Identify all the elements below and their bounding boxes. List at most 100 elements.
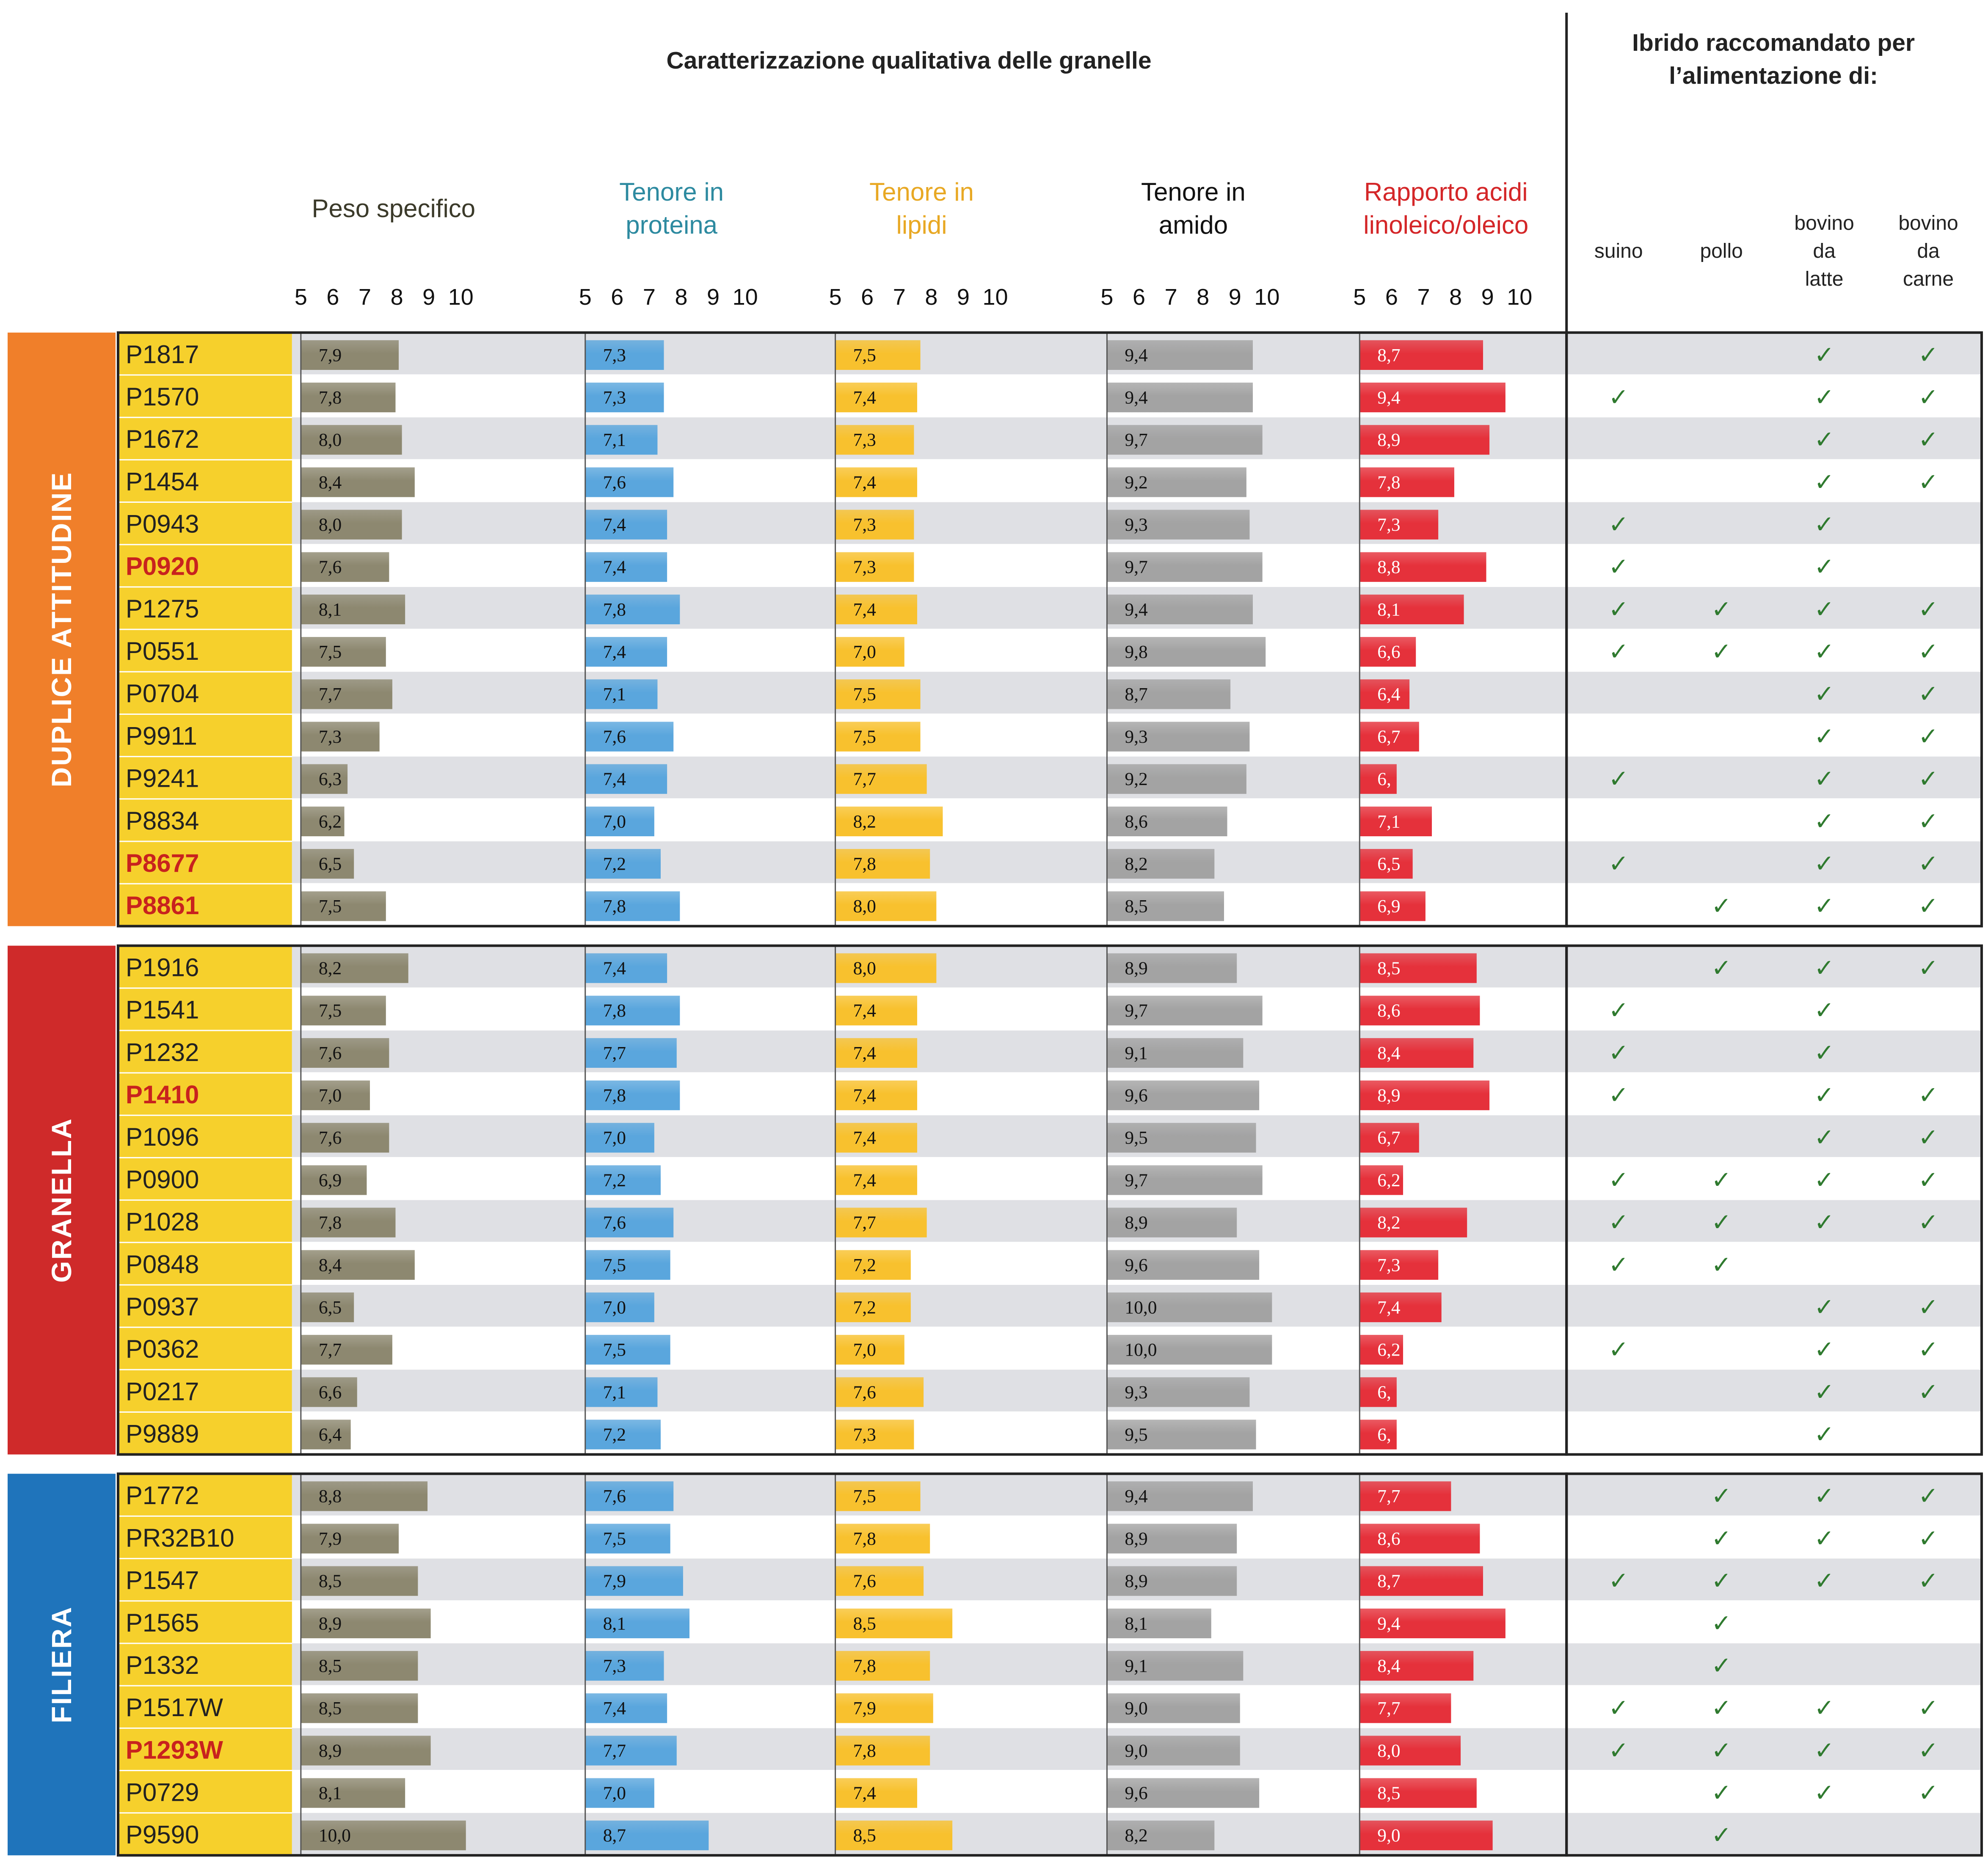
bar-lipidi — [835, 1123, 917, 1153]
bar-peso — [301, 849, 354, 879]
bar-lipidi — [835, 1080, 917, 1111]
bar-rapporto — [1359, 1080, 1490, 1111]
value-label-proteina: 7,1 — [603, 430, 626, 450]
value-label-peso: 7,6 — [319, 1043, 342, 1063]
axis-ticks: 5 6 7 8 9 10 5 6 7 8 9 10 5 6 7 8 9 10 5 6 7 8 9 10 5 6 7 8 9 10 — [295, 284, 1532, 310]
hybrid-name: P0217 — [126, 1377, 199, 1406]
value-label-rapporto: 6, — [1377, 1425, 1391, 1445]
tick-label: 10 — [1254, 284, 1279, 310]
value-label-amido: 9,7 — [1125, 557, 1147, 577]
bar-proteina — [585, 1419, 661, 1450]
bar-proteina — [585, 953, 667, 983]
value-label-lipidi: 7,0 — [853, 642, 876, 662]
check-icon: ✓ — [1608, 1694, 1629, 1722]
value-label-amido: 9,5 — [1125, 1425, 1147, 1445]
value-label-rapporto: 8,2 — [1377, 1213, 1400, 1233]
table-row: P1772 8,8 7,6 7,5 9,4 7,7 ✓ ✓ ✓ — [118, 1474, 1982, 1517]
tick-label: 5 — [1100, 284, 1113, 310]
check-icon: ✓ — [1814, 595, 1834, 623]
bar-peso — [301, 1292, 354, 1323]
bar-rapporto — [1359, 1377, 1397, 1407]
check-icon: ✓ — [1918, 1736, 1938, 1764]
bar-lipidi — [835, 510, 914, 540]
table-row: P1672 8,0 7,1 7,3 9,7 8,9 ✓ ✓ — [118, 417, 1982, 460]
value-label-proteina: 7,7 — [603, 1741, 626, 1761]
value-label-lipidi: 7,8 — [853, 1529, 876, 1549]
bar-amido — [1107, 1292, 1272, 1323]
value-label-amido: 9,2 — [1125, 769, 1147, 789]
table-row: P1454 8,4 7,6 7,4 9,2 7,8 ✓ ✓ — [118, 467, 1982, 503]
bar-lipidi — [835, 1693, 933, 1723]
value-label-proteina: 7,5 — [603, 1255, 626, 1275]
value-label-peso: 8,2 — [319, 958, 342, 978]
check-icon: ✓ — [1918, 807, 1938, 835]
check-icon: ✓ — [1711, 638, 1732, 666]
table-row: P9241 6,3 7,4 7,7 9,2 6, ✓ ✓ ✓ — [118, 756, 1982, 800]
bar-rapporto — [1359, 764, 1397, 794]
bar-lipidi — [835, 1651, 930, 1681]
bar-peso — [301, 637, 386, 667]
value-label-lipidi: 7,5 — [853, 727, 876, 747]
tick-label: 9 — [1229, 284, 1241, 310]
tick-label: 8 — [391, 284, 403, 310]
value-label-proteina: 7,0 — [603, 1783, 626, 1803]
bar-lipidi — [835, 383, 917, 413]
hybrid-name: P1547 — [126, 1566, 199, 1595]
bar-peso — [301, 1250, 415, 1280]
value-label-lipidi: 8,2 — [853, 811, 876, 832]
group-side-panel — [7, 945, 116, 1455]
bar-lipidi — [835, 722, 921, 752]
bar-peso — [301, 1651, 418, 1681]
bar-peso — [301, 1693, 418, 1723]
value-label-lipidi: 7,8 — [853, 1656, 876, 1676]
bar-proteina — [585, 594, 680, 625]
bar-rapporto — [1359, 1736, 1461, 1766]
check-icon: ✓ — [1814, 680, 1834, 708]
bar-rapporto — [1359, 1820, 1493, 1850]
bar-peso — [301, 1481, 428, 1511]
value-label-rapporto: 8,4 — [1377, 1043, 1401, 1063]
bar-peso — [301, 383, 396, 413]
value-label-proteina: 7,4 — [603, 769, 626, 789]
check-icon: ✓ — [1814, 1081, 1834, 1109]
table-row: P1541 7,5 7,8 7,4 9,7 8,6 ✓ ✓ — [118, 996, 1982, 1031]
bar-amido — [1107, 722, 1250, 752]
bar-proteina — [585, 1292, 654, 1323]
hybrid-name: P1672 — [126, 425, 199, 453]
bar-lipidi — [835, 340, 921, 370]
bar-amido — [1107, 1778, 1260, 1808]
hybrid-name: P0920 — [126, 552, 199, 581]
value-label-rapporto: 8,7 — [1377, 1571, 1400, 1591]
group-filiera: FILIERA P1772 8,8 7,6 7,5 9,4 7,7 ✓ ✓ ✓ PR32B10 7,9… — [7, 1472, 1983, 1857]
bar-proteina — [585, 425, 658, 455]
value-label-amido: 10,0 — [1125, 1340, 1157, 1360]
check-icon: ✓ — [1608, 850, 1629, 878]
value-label-peso: 8,4 — [319, 472, 342, 493]
value-label-lipidi: 7,4 — [853, 1086, 877, 1106]
bar-amido — [1107, 425, 1263, 455]
value-label-peso: 7,7 — [319, 684, 342, 705]
group-label: FILIERA — [46, 1606, 77, 1723]
bar-lipidi — [835, 1736, 930, 1766]
bar-rapporto — [1359, 1250, 1439, 1280]
bar-lipidi — [835, 1038, 917, 1068]
check-icon: ✓ — [1814, 553, 1834, 581]
bar-peso — [301, 1038, 389, 1068]
bar-rapporto — [1359, 1207, 1467, 1237]
table-row: P1547 8,5 7,9 7,6 8,9 8,7 ✓ ✓ ✓ ✓ — [118, 1558, 1982, 1602]
bar-lipidi — [835, 1481, 921, 1511]
value-label-amido: 9,3 — [1125, 1382, 1147, 1403]
tick-label: 6 — [861, 284, 874, 310]
table-row: P0848 8,4 7,5 7,2 9,6 7,3 ✓ ✓ — [118, 1250, 1982, 1286]
bar-peso — [301, 340, 399, 370]
check-icon: ✓ — [1711, 892, 1732, 920]
check-icon: ✓ — [1608, 1251, 1629, 1279]
check-icon: ✓ — [1608, 553, 1629, 581]
bar-amido — [1107, 891, 1224, 921]
value-label-amido: 9,7 — [1125, 430, 1147, 450]
bar-rapporto — [1359, 467, 1454, 497]
bar-lipidi — [835, 1207, 927, 1237]
value-label-rapporto: 9,4 — [1377, 1613, 1401, 1634]
value-label-rapporto: 8,5 — [1377, 958, 1400, 978]
bar-amido — [1107, 1123, 1256, 1153]
